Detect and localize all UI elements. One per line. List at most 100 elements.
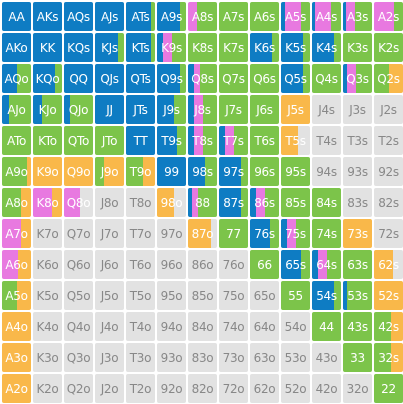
- hand-cell-92s[interactable]: 92s: [374, 157, 403, 186]
- hand-cell-88[interactable]: 88: [188, 188, 217, 217]
- hand-cell-62s[interactable]: 62s: [374, 250, 403, 279]
- hand-cell-44[interactable]: 44: [312, 312, 341, 341]
- hand-cell-72s[interactable]: 72s: [374, 219, 403, 248]
- hand-cell-AQs[interactable]: AQs: [64, 2, 93, 31]
- hand-cell-J3o[interactable]: J3o: [95, 343, 124, 372]
- hand-cell-Q2o[interactable]: Q2o: [64, 374, 93, 403]
- hand-cell-32s[interactable]: 32s: [374, 343, 403, 372]
- hand-cell-Q8o[interactable]: Q8o: [64, 188, 93, 217]
- hand-cell-Q9o[interactable]: Q9o: [64, 157, 93, 186]
- hand-cell-K2s[interactable]: K2s: [374, 33, 403, 62]
- hand-cell-K6s[interactable]: K6s: [250, 33, 279, 62]
- hand-cell-T9o[interactable]: T9o: [126, 157, 155, 186]
- hand-cell-97s[interactable]: 97s: [219, 157, 248, 186]
- hand-cell-42o[interactable]: 42o: [312, 374, 341, 403]
- hand-cell-T3o[interactable]: T3o: [126, 343, 155, 372]
- hand-cell-T8o[interactable]: T8o: [126, 188, 155, 217]
- hand-cell-A7s[interactable]: A7s: [219, 2, 248, 31]
- hand-cell-75o[interactable]: 75o: [219, 281, 248, 310]
- hand-cell-J6o[interactable]: J6o: [95, 250, 124, 279]
- hand-cell-A8s[interactable]: A8s: [188, 2, 217, 31]
- hand-cell-T6o[interactable]: T6o: [126, 250, 155, 279]
- hand-cell-KTs[interactable]: KTs: [126, 33, 155, 62]
- hand-cell-A7o[interactable]: A7o: [2, 219, 31, 248]
- hand-cell-Q8s[interactable]: Q8s: [188, 64, 217, 93]
- hand-cell-93s[interactable]: 93s: [343, 157, 372, 186]
- hand-cell-22[interactable]: 22: [374, 374, 403, 403]
- hand-cell-ATo[interactable]: ATo: [2, 126, 31, 155]
- hand-cell-87s[interactable]: 87s: [219, 188, 248, 217]
- hand-cell-J8s[interactable]: J8s: [188, 95, 217, 124]
- hand-cell-KQs[interactable]: KQs: [64, 33, 93, 62]
- hand-cell-A5s[interactable]: A5s: [281, 2, 310, 31]
- hand-cell-A9o[interactable]: A9o: [2, 157, 31, 186]
- hand-cell-82o[interactable]: 82o: [188, 374, 217, 403]
- hand-cell-72o[interactable]: 72o: [219, 374, 248, 403]
- hand-cell-AQo[interactable]: AQo: [2, 64, 31, 93]
- hand-cell-52o[interactable]: 52o: [281, 374, 310, 403]
- hand-cell-K2o[interactable]: K2o: [33, 374, 62, 403]
- hand-cell-A4s[interactable]: A4s: [312, 2, 341, 31]
- hand-cell-53s[interactable]: 53s: [343, 281, 372, 310]
- hand-cell-K9o[interactable]: K9o: [33, 157, 62, 186]
- hand-cell-J4o[interactable]: J4o: [95, 312, 124, 341]
- hand-cell-AKo[interactable]: AKo: [2, 33, 31, 62]
- hand-cell-J4s[interactable]: J4s: [312, 95, 341, 124]
- hand-cell-A6s[interactable]: A6s: [250, 2, 279, 31]
- hand-cell-Q6s[interactable]: Q6s: [250, 64, 279, 93]
- hand-cell-K8o[interactable]: K8o: [33, 188, 62, 217]
- hand-cell-94s[interactable]: 94s: [312, 157, 341, 186]
- hand-cell-42s[interactable]: 42s: [374, 312, 403, 341]
- hand-cell-K3o[interactable]: K3o: [33, 343, 62, 372]
- hand-cell-KJs[interactable]: KJs: [95, 33, 124, 62]
- hand-cell-A6o[interactable]: A6o: [2, 250, 31, 279]
- hand-cell-TT[interactable]: TT: [126, 126, 155, 155]
- hand-cell-93o[interactable]: 93o: [157, 343, 186, 372]
- hand-cell-KQo[interactable]: KQo: [33, 64, 62, 93]
- hand-cell-J2o[interactable]: J2o: [95, 374, 124, 403]
- hand-cell-96s[interactable]: 96s: [250, 157, 279, 186]
- hand-cell-JTo[interactable]: JTo: [95, 126, 124, 155]
- hand-cell-92o[interactable]: 92o: [157, 374, 186, 403]
- hand-cell-K4o[interactable]: K4o: [33, 312, 62, 341]
- hand-cell-J6s[interactable]: J6s: [250, 95, 279, 124]
- hand-cell-JJ[interactable]: JJ: [95, 95, 124, 124]
- hand-cell-ATs[interactable]: ATs: [126, 2, 155, 31]
- hand-cell-T7s[interactable]: T7s: [219, 126, 248, 155]
- hand-cell-J5o[interactable]: J5o: [95, 281, 124, 310]
- hand-cell-A4o[interactable]: A4o: [2, 312, 31, 341]
- hand-cell-K5s[interactable]: K5s: [281, 33, 310, 62]
- hand-cell-J9o[interactable]: J9o: [95, 157, 124, 186]
- hand-cell-43s[interactable]: 43s: [343, 312, 372, 341]
- hand-cell-73o[interactable]: 73o: [219, 343, 248, 372]
- hand-cell-K5o[interactable]: K5o: [33, 281, 62, 310]
- hand-cell-97o[interactable]: 97o: [157, 219, 186, 248]
- hand-cell-T9s[interactable]: T9s: [157, 126, 186, 155]
- hand-cell-62o[interactable]: 62o: [250, 374, 279, 403]
- hand-cell-74o[interactable]: 74o: [219, 312, 248, 341]
- hand-cell-QTo[interactable]: QTo: [64, 126, 93, 155]
- hand-cell-QTs[interactable]: QTs: [126, 64, 155, 93]
- hand-cell-98s[interactable]: 98s: [188, 157, 217, 186]
- hand-cell-95o[interactable]: 95o: [157, 281, 186, 310]
- hand-cell-K7o[interactable]: K7o: [33, 219, 62, 248]
- hand-cell-Q6o[interactable]: Q6o: [64, 250, 93, 279]
- hand-cell-KTo[interactable]: KTo: [33, 126, 62, 155]
- hand-cell-Q4o[interactable]: Q4o: [64, 312, 93, 341]
- hand-cell-JTs[interactable]: JTs: [126, 95, 155, 124]
- hand-cell-Q3s[interactable]: Q3s: [343, 64, 372, 93]
- hand-cell-82s[interactable]: 82s: [374, 188, 403, 217]
- hand-cell-Q4s[interactable]: Q4s: [312, 64, 341, 93]
- hand-cell-Q7o[interactable]: Q7o: [64, 219, 93, 248]
- hand-cell-95s[interactable]: 95s: [281, 157, 310, 186]
- hand-cell-J2s[interactable]: J2s: [374, 95, 403, 124]
- hand-cell-84o[interactable]: 84o: [188, 312, 217, 341]
- hand-cell-T2o[interactable]: T2o: [126, 374, 155, 403]
- hand-cell-52s[interactable]: 52s: [374, 281, 403, 310]
- hand-cell-K6o[interactable]: K6o: [33, 250, 62, 279]
- hand-cell-KJo[interactable]: KJo: [33, 95, 62, 124]
- hand-cell-54o[interactable]: 54o: [281, 312, 310, 341]
- hand-cell-65o[interactable]: 65o: [250, 281, 279, 310]
- hand-cell-77[interactable]: 77: [219, 219, 248, 248]
- hand-cell-33[interactable]: 33: [343, 343, 372, 372]
